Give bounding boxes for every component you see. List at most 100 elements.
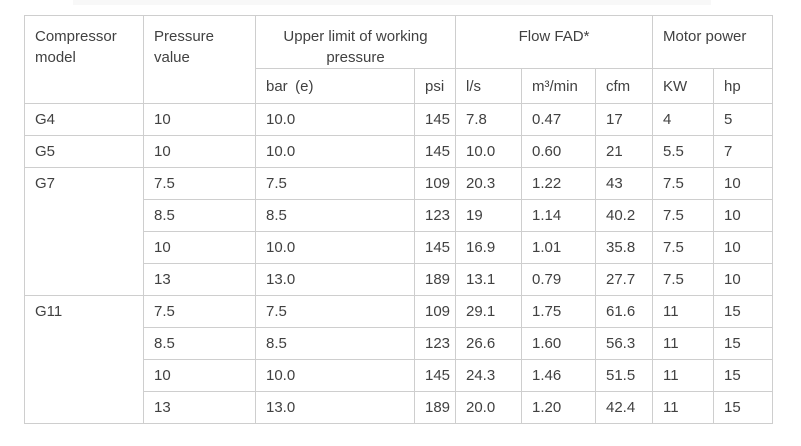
table-cell: 16.9 xyxy=(455,231,522,264)
model-cell: G11 xyxy=(24,295,144,424)
table-cell: 10.0 xyxy=(255,103,415,136)
table-cell: 10 xyxy=(143,359,256,392)
unit-header-m3min: m³/min xyxy=(521,68,596,104)
table-cell: 0.79 xyxy=(521,263,596,296)
table-cell: 145 xyxy=(414,231,456,264)
table-row: 8.5 8.5 123 26.6 1.60 56.3 11 15 xyxy=(25,327,774,360)
table-row: 10 10.0 145 24.3 1.46 51.5 11 15 xyxy=(25,359,774,392)
table-cell: 10 xyxy=(143,135,256,168)
model-cell: G4 xyxy=(24,103,144,136)
header-row-units: bar (e) psi l/s m³/min cfm KW hp xyxy=(25,68,774,104)
table-cell: 10 xyxy=(713,263,774,296)
col-header-motor-power: Motor power xyxy=(652,15,774,69)
col-header-pressure-value: Pressure value xyxy=(143,15,256,104)
table-cell: 26.6 xyxy=(455,327,522,360)
table-cell: 11 xyxy=(652,359,715,392)
table-cell: 7.5 xyxy=(255,167,415,200)
table-cell: 27.7 xyxy=(594,263,654,296)
table-cell: 35.8 xyxy=(594,231,654,264)
table-cell: 109 xyxy=(414,167,456,200)
table-cell: 145 xyxy=(414,359,456,392)
table-cell: 1.22 xyxy=(521,167,596,200)
table-cell: 8.5 xyxy=(143,327,256,360)
table-cell: 7.5 xyxy=(652,167,715,200)
model-cell: G7 xyxy=(24,167,144,296)
table-cell: 5.5 xyxy=(652,135,715,168)
table-cell: 189 xyxy=(414,263,456,296)
table-cell: 7 xyxy=(713,135,774,168)
table-cell: 42.4 xyxy=(594,391,654,424)
table-cell: 21 xyxy=(594,135,654,168)
table-cell: 7.5 xyxy=(652,263,715,296)
table-cell: 19 xyxy=(455,199,522,232)
table-cell: 8.5 xyxy=(255,327,415,360)
table-cell: 15 xyxy=(713,295,774,328)
col-header-compressor-model: Compressor model xyxy=(24,15,144,104)
unit-header-cfm: cfm xyxy=(594,68,654,104)
table-cell: 123 xyxy=(414,327,456,360)
col-header-upper-limit: Upper limit of working pressure xyxy=(255,15,456,69)
table-cell: 10 xyxy=(143,103,256,136)
table-cell: 1.14 xyxy=(521,199,596,232)
table-cell: 10 xyxy=(713,167,774,200)
table-cell: 1.01 xyxy=(521,231,596,264)
table-cell: 40.2 xyxy=(594,199,654,232)
table-cell: 43 xyxy=(594,167,654,200)
table-cell: 17 xyxy=(594,103,654,136)
table-cell: 20.0 xyxy=(455,391,522,424)
unit-header-bar-e: bar (e) xyxy=(255,68,415,104)
table-cell: 8.5 xyxy=(255,199,415,232)
table-cell: 51.5 xyxy=(594,359,654,392)
table-cell: 145 xyxy=(414,135,456,168)
table-cell: 11 xyxy=(652,327,715,360)
table-cell: 145 xyxy=(414,103,456,136)
model-cell: G5 xyxy=(24,135,144,168)
table-cell: 7.5 xyxy=(255,295,415,328)
table-cell: 1.75 xyxy=(521,295,596,328)
table-cell: 20.3 xyxy=(455,167,522,200)
table-cell: 1.60 xyxy=(521,327,596,360)
compressor-spec-table: Compressor model Pressure value Upper li… xyxy=(24,15,774,424)
table-cell: 10 xyxy=(143,231,256,264)
table-row: 13 13.0 189 13.1 0.79 27.7 7.5 10 xyxy=(25,263,774,296)
table-cell: 10.0 xyxy=(255,135,415,168)
table-cell: 7.5 xyxy=(652,199,715,232)
table-cell: 10 xyxy=(713,199,774,232)
table-cell: 56.3 xyxy=(594,327,654,360)
table-cell: 123 xyxy=(414,199,456,232)
table-cell: 189 xyxy=(414,391,456,424)
table-cell: 5 xyxy=(713,103,774,136)
table-cell: 61.6 xyxy=(594,295,654,328)
table-cell: 29.1 xyxy=(455,295,522,328)
header-row-groups: Compressor model Pressure value Upper li… xyxy=(24,15,774,104)
table-cell: 11 xyxy=(652,295,715,328)
table-row: G5 10 10.0 145 10.0 0.60 21 5.5 7 xyxy=(24,135,774,168)
table-row: G4 10 10.0 145 7.8 0.47 17 4 5 xyxy=(24,103,774,136)
table-cell: 10.0 xyxy=(255,359,415,392)
col-header-flow-fad: Flow FAD* xyxy=(454,15,654,69)
table-cell: 7.5 xyxy=(652,231,715,264)
table-cell: 4 xyxy=(652,103,715,136)
unit-header-kw: KW xyxy=(652,68,715,104)
table-cell: 1.20 xyxy=(521,391,596,424)
unit-header-ls: l/s xyxy=(455,68,522,104)
table-cell: 7.5 xyxy=(143,167,256,200)
table-cell: 15 xyxy=(713,327,774,360)
table-cell: 13 xyxy=(143,391,256,424)
table-cell: 15 xyxy=(713,359,774,392)
table-cell: 8.5 xyxy=(143,199,256,232)
table-cell: 10 xyxy=(713,231,774,264)
table-cell: 0.60 xyxy=(521,135,596,168)
table-body: G4 10 10.0 145 7.8 0.47 17 4 5 G5 10 10.0 145 10.0 0.6… xyxy=(24,103,774,424)
table-cell: 13.0 xyxy=(255,391,415,424)
table-cell: 13.1 xyxy=(455,263,522,296)
table-cell: 109 xyxy=(414,295,456,328)
table-row: G11 7.5 7.5 109 29.1 1.75 61.6 11 15 xyxy=(24,295,774,424)
table-cell: 13.0 xyxy=(255,263,415,296)
table-cell: 10.0 xyxy=(455,135,522,168)
unit-header-psi: psi xyxy=(414,68,456,104)
table-cell: 15 xyxy=(713,391,774,424)
table-cell: 0.47 xyxy=(521,103,596,136)
table-cell: 13 xyxy=(143,263,256,296)
